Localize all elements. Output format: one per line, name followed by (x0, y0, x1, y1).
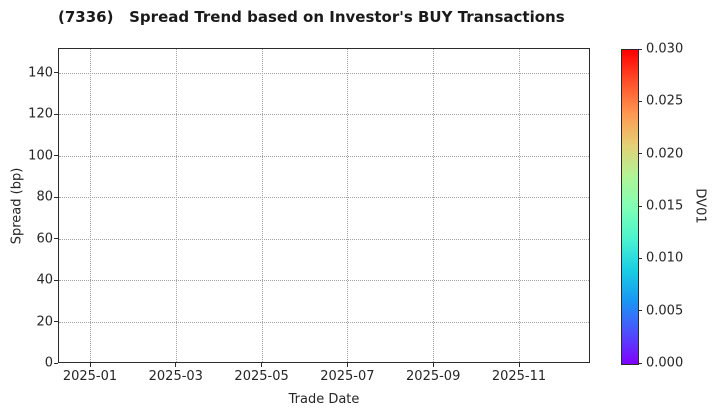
y-tick-label: 40 (36, 272, 53, 288)
x-tick-label: 2025-11 (491, 369, 547, 384)
colorbar-tick-mark (638, 310, 642, 312)
y-gridline (59, 197, 589, 199)
y-tick-mark (54, 238, 58, 240)
y-tick-label: 20 (36, 314, 53, 330)
y-tick-mark (54, 362, 58, 364)
x-gridline (90, 49, 91, 362)
y-tick-label: 80 (36, 189, 53, 205)
x-gridline (261, 49, 263, 362)
x-tick-mark (261, 363, 263, 367)
colorbar-gradient (622, 50, 638, 364)
colorbar-tick-mark (638, 153, 642, 155)
y-tick-mark (54, 113, 58, 115)
x-tick-label: 2025-07 (320, 369, 375, 384)
x-gridline (347, 49, 349, 362)
y-tick-mark (54, 196, 58, 198)
x-tick-mark (175, 363, 177, 367)
x-tick-mark (89, 363, 91, 367)
colorbar-tick-mark (638, 362, 642, 364)
colorbar-tick-label: 0.020 (646, 146, 684, 162)
y-tick-label: 120 (28, 106, 53, 122)
x-tick-label: 2025-01 (62, 369, 118, 384)
y-gridline (59, 321, 589, 323)
colorbar-tick-mark (638, 48, 642, 50)
y-tick-mark (54, 72, 58, 74)
chart-title: (7336) Spread Trend based on Investor's … (58, 8, 565, 26)
colorbar-tick-label: 0.010 (646, 250, 684, 266)
y-gridline (59, 280, 589, 282)
y-gridline (59, 114, 589, 116)
x-tick-mark (432, 363, 434, 367)
y-gridline (59, 72, 589, 74)
y-tick-label: 140 (28, 65, 53, 81)
x-gridline (519, 49, 520, 362)
y-tick-label: 60 (36, 231, 53, 247)
x-tick-label: 2025-05 (234, 369, 289, 384)
x-tick-label: 2025-09 (406, 369, 461, 384)
y-gridline (59, 155, 589, 157)
plot-area (58, 48, 590, 363)
colorbar-axis-label: DV01 (692, 188, 708, 224)
y-gridline (59, 238, 589, 240)
x-tick-mark (346, 363, 348, 367)
colorbar-tick-mark (638, 100, 642, 102)
colorbar-tick-label: 0.000 (646, 355, 684, 371)
colorbar-tick-label: 0.005 (646, 303, 684, 319)
colorbar (621, 49, 639, 365)
y-tick-mark (54, 321, 58, 323)
x-gridline (175, 49, 177, 362)
x-gridline (433, 49, 435, 362)
y-tick-label: 0 (44, 355, 53, 371)
colorbar-tick-mark (638, 257, 642, 259)
colorbar-tick-label: 0.025 (646, 93, 684, 109)
x-tick-mark (518, 363, 520, 367)
x-tick-label: 2025-03 (148, 369, 203, 384)
colorbar-tick-label: 0.015 (646, 198, 684, 214)
y-tick-mark (54, 279, 58, 281)
colorbar-tick-label: 0.030 (646, 41, 684, 57)
y-tick-label: 100 (28, 148, 53, 164)
colorbar-tick-mark (638, 205, 642, 207)
y-tick-mark (54, 155, 58, 157)
x-axis-label: Trade Date (288, 392, 360, 407)
